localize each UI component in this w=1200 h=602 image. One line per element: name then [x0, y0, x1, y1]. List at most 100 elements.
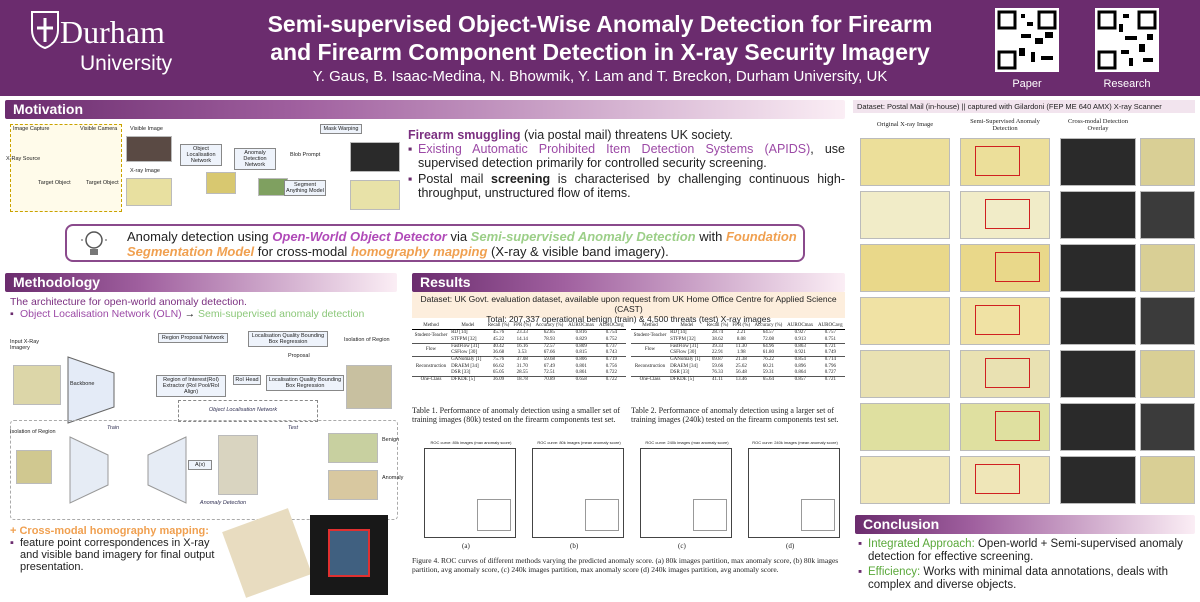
diagram-label: Input X-Ray Imagery: [10, 339, 40, 351]
table-cell: 0.749: [824, 350, 836, 356]
diagram-box: A(x): [188, 460, 212, 470]
emphasis: Firearm smuggling: [408, 128, 521, 142]
qr-code[interactable]: [995, 8, 1059, 72]
emphasis: Semi-supervised anomaly detection: [198, 308, 365, 320]
table-row: Student-Teacher RD [14] 28.74 2.21 64.57 0.92…: [631, 329, 845, 344]
text: is characterised by challenging continuo…: [418, 172, 846, 200]
table-cell: 76.22: [752, 356, 785, 364]
image: [346, 365, 392, 409]
section-heading: Motivation: [5, 100, 845, 119]
table-cell: 78.93: [543, 336, 556, 342]
diagram-label: Benign: [382, 437, 400, 443]
table-row: STFPM [32] 45.22 14.14 78.93 0.829 0.752: [412, 337, 626, 344]
table-cell: 0.864: [794, 370, 806, 376]
table-cell: 8.08: [736, 336, 746, 342]
table-cell: 28.55: [516, 370, 528, 376]
table-cell: 28.74: [704, 329, 731, 337]
emphasis: Efficiency:: [868, 566, 921, 578]
diagram-label: Backbone: [70, 381, 95, 387]
image: [1140, 456, 1195, 504]
image: [1060, 138, 1136, 186]
table-cell: 0.722: [596, 376, 626, 384]
table-caption: Table 1. Performance of anomaly detectio…: [412, 406, 621, 424]
bullet: feature point correspondences in X-ray a…: [10, 537, 225, 573]
table-cell: 62.85: [533, 329, 566, 337]
table-cell: GANomaly [1]: [450, 356, 486, 364]
roc-figure: ROC curve: 80k images (max anomaly score…: [412, 438, 845, 553]
section-heading: Methodology: [5, 273, 397, 292]
table-cell: CSFlow [30]: [451, 350, 478, 356]
table-cell: 0.927: [784, 329, 816, 337]
table-cell: 38.62: [711, 336, 724, 342]
table-cell: 69.87: [704, 356, 731, 364]
emphasis: screening: [491, 172, 551, 186]
image: [328, 433, 378, 463]
text: Works with minimal data annotations, dea…: [868, 566, 1168, 591]
motivation-text: Firearm smuggling (via postal mail) thre…: [408, 128, 845, 202]
roc-plot: [424, 448, 516, 538]
diagram-label: X-ray Image: [130, 168, 160, 174]
diagram-label: Target Object: [38, 180, 71, 186]
legend-box: [585, 499, 619, 531]
image: [860, 403, 950, 451]
table: Method Model Recall (%) FPR (%) Accuracy (%)…: [412, 323, 626, 384]
roc-title: ROC curve: 80k images (max anomaly score…: [430, 440, 512, 445]
homography-text: + Cross-modal homography mapping: featur…: [10, 525, 225, 575]
dataset-box: Dataset: UK Govt. evaluation dataset, av…: [412, 292, 845, 324]
table-cell: 0.921: [794, 350, 806, 356]
table-row: CSFlow [30] 36.68 3.53 67.66 0.815 0.743: [412, 350, 626, 357]
table-cell: GANomaly [1]: [669, 356, 705, 364]
table-cell: 0.751: [824, 336, 836, 342]
diagram-label: Image Capture: [13, 126, 50, 132]
section-heading: Results: [412, 273, 845, 292]
title-line: and Firearm Component Detection in X-ray…: [270, 39, 930, 65]
diagram-label: Train: [106, 425, 120, 431]
diagram-label: Isolation of Region: [344, 337, 390, 343]
column-header: FPR (%): [511, 323, 533, 331]
image: [860, 191, 950, 239]
results-table: Method Model Recall (%) FPR (%) Accuracy (%)…: [631, 323, 845, 384]
diagram-label: Object Localisation Network: [208, 407, 278, 413]
table-cell: 37.08: [511, 356, 533, 364]
qr-label: Paper: [1012, 78, 1042, 90]
legend-box: [477, 499, 511, 531]
column-header: AUROCavg: [596, 323, 626, 331]
table-row: One-Class DFKDE [5] 41.11 13.46 65.64 0.857 0.…: [631, 376, 845, 384]
diagram-label: Isolation of Region: [10, 429, 56, 435]
bullet: Firearm smuggling (via postal mail) thre…: [408, 128, 845, 142]
column-header: Cross-modal Detection Overlay: [1067, 118, 1129, 132]
table-cell: 22.91: [711, 350, 724, 356]
image: [860, 138, 950, 186]
diagram-box: Localisation Quality Bounding Box Regres…: [266, 375, 344, 391]
text: Open-world + Semi-supervised anomaly det…: [868, 538, 1183, 563]
lightbulb-icon: [81, 229, 107, 255]
text: with: [695, 229, 726, 244]
arrow: →: [184, 308, 196, 320]
diagram-label: Visible Camera: [80, 126, 118, 132]
table-cell: 60.21: [762, 363, 775, 369]
table-cell: 67.66: [543, 350, 556, 356]
table-cell: DSR [33]: [451, 370, 471, 376]
authors: Y. Gaus, B. Isaac-Medina, N. Bhowmik, Y.…: [312, 68, 888, 85]
detection-box: [985, 199, 1030, 229]
column-header: AUROCmax: [784, 323, 816, 331]
table-cell: 0.721: [815, 342, 845, 351]
table-cell: 0.796: [824, 363, 836, 369]
diagram-box: RoI Head: [233, 375, 261, 385]
table-cell: 40.42: [485, 342, 512, 351]
table-cell: 18.78: [511, 376, 533, 384]
diagram-box: Localisation Quality Bounding Box Regres…: [248, 331, 328, 347]
method-cell: Flow: [412, 342, 451, 357]
method-cell: Reconstruction: [631, 356, 670, 377]
qr-code[interactable]: [1095, 8, 1159, 72]
legend-box: [801, 499, 835, 531]
method-cell: One-Class: [631, 376, 670, 384]
table-row: DRAEM [34] 59.66 25.62 60.21 0.896 0.796: [631, 364, 845, 370]
roc-plot: [748, 448, 840, 538]
table-cell: 25.62: [735, 363, 747, 369]
text: , use supervised detection primarily for…: [418, 142, 845, 170]
table-cell: 0.721: [815, 376, 845, 384]
table-row: Reconstruction GANomaly [1] 75.76 37.08 59.6…: [412, 356, 626, 377]
image: [1060, 456, 1136, 504]
image: [1060, 191, 1136, 239]
